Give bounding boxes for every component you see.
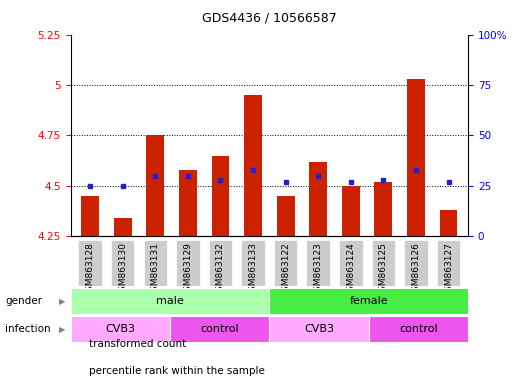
Text: GSM863123: GSM863123 [314,242,323,297]
Text: GSM863125: GSM863125 [379,242,388,297]
Text: GSM863126: GSM863126 [412,242,420,297]
FancyBboxPatch shape [306,240,330,286]
FancyBboxPatch shape [209,240,232,286]
Text: GDS4436 / 10566587: GDS4436 / 10566587 [202,12,337,25]
Bar [374,182,392,236]
FancyBboxPatch shape [111,240,134,286]
Text: GSM863127: GSM863127 [444,242,453,297]
Bar [369,316,468,342]
FancyBboxPatch shape [404,240,428,286]
Bar [277,196,294,236]
Bar [439,210,458,236]
Bar [71,288,269,314]
Text: GSM863130: GSM863130 [118,242,127,297]
Text: CVB3: CVB3 [105,324,135,334]
Bar [179,170,197,236]
Text: infection: infection [5,324,51,334]
Text: transformed count: transformed count [89,339,186,349]
Text: control: control [399,324,438,334]
Bar [407,79,425,236]
FancyBboxPatch shape [372,240,395,286]
Text: male: male [156,296,184,306]
Text: GSM863122: GSM863122 [281,242,290,297]
Text: GSM863124: GSM863124 [346,242,355,297]
Bar [244,95,262,236]
Text: GSM863129: GSM863129 [184,242,192,297]
Text: female: female [349,296,388,306]
Bar [170,316,269,342]
FancyBboxPatch shape [437,240,460,286]
Text: ▶: ▶ [59,296,65,306]
Text: GSM863132: GSM863132 [216,242,225,297]
Bar [146,136,164,236]
Text: GSM863133: GSM863133 [248,242,257,297]
Bar [269,288,468,314]
FancyBboxPatch shape [274,240,298,286]
Bar [211,156,230,236]
Text: control: control [200,324,239,334]
Text: GSM863131: GSM863131 [151,242,160,297]
FancyBboxPatch shape [78,240,102,286]
Bar [81,196,99,236]
FancyBboxPatch shape [339,240,362,286]
Bar [269,316,369,342]
Text: CVB3: CVB3 [304,324,334,334]
Text: percentile rank within the sample: percentile rank within the sample [89,366,265,376]
Bar [71,316,170,342]
FancyBboxPatch shape [241,240,265,286]
FancyBboxPatch shape [144,240,167,286]
Text: ▶: ▶ [59,324,65,334]
Bar [342,186,360,236]
Text: GSM863128: GSM863128 [86,242,95,297]
Bar [309,162,327,236]
Text: gender: gender [5,296,42,306]
FancyBboxPatch shape [176,240,200,286]
Bar [114,218,132,236]
